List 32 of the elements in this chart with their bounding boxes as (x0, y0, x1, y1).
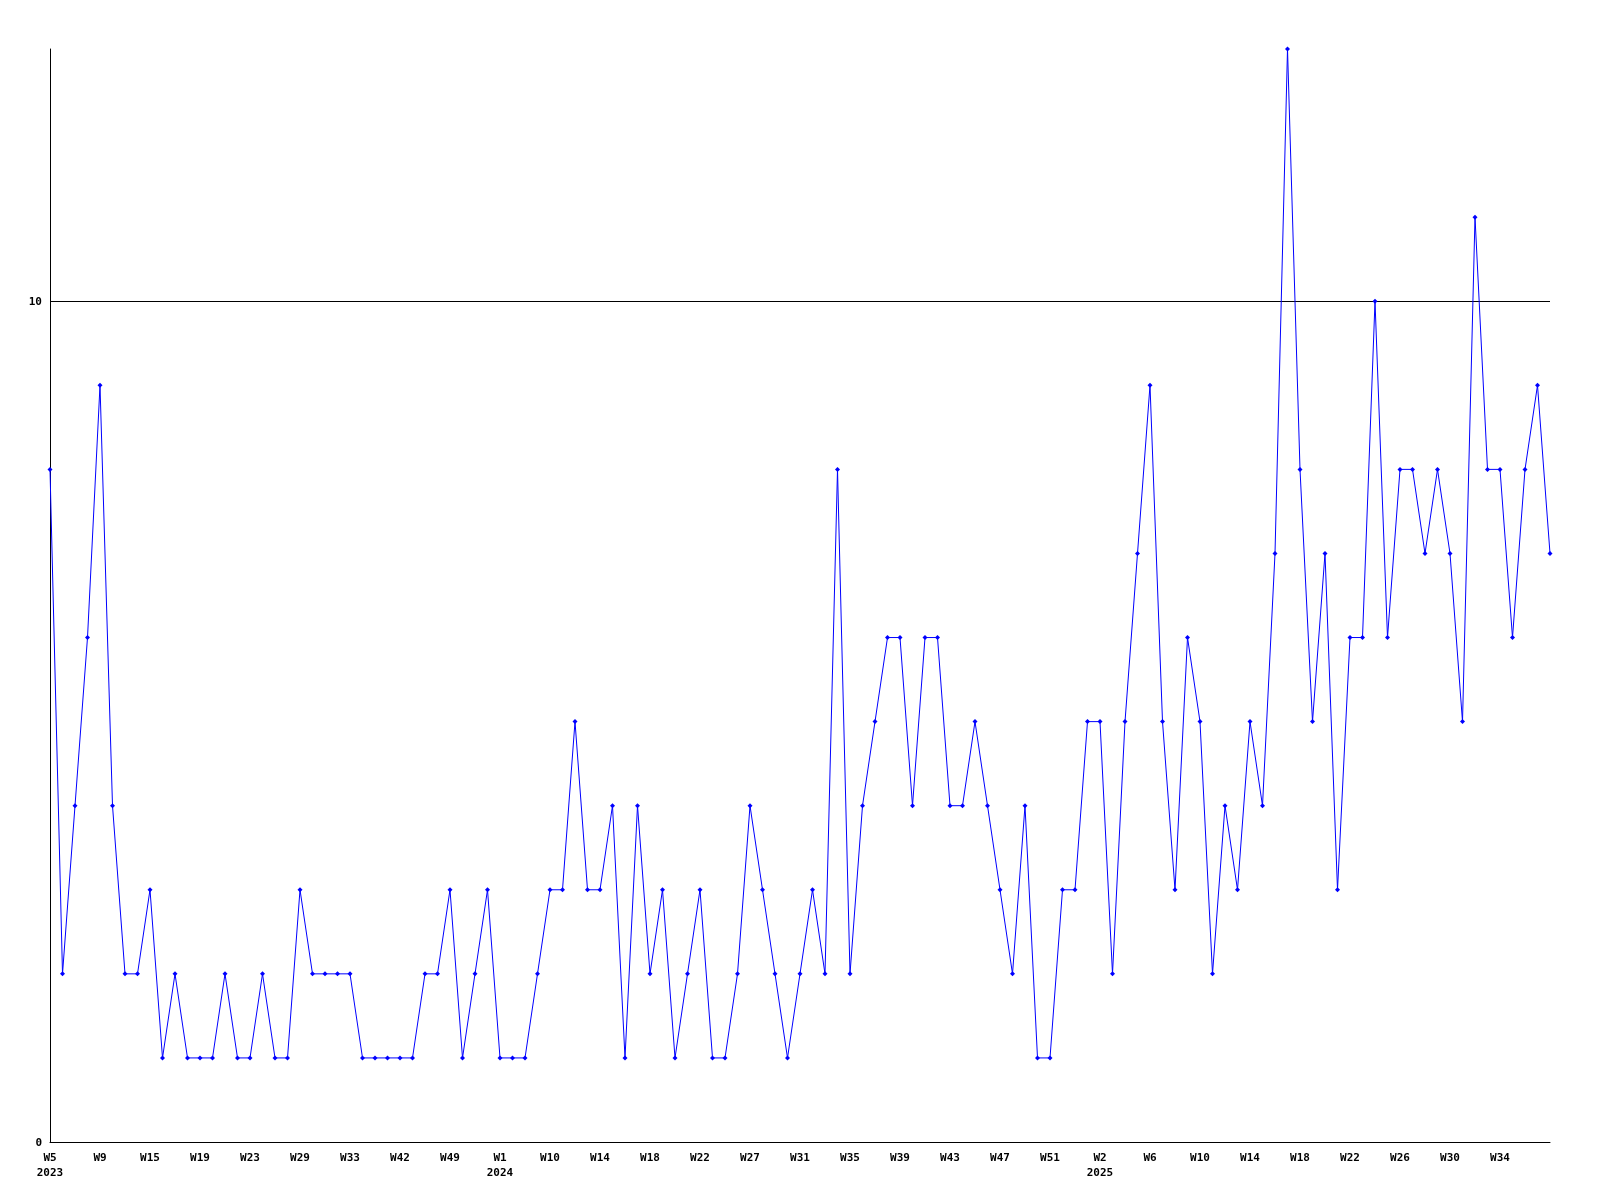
x-tick-label: W51 (1040, 1151, 1061, 1164)
x-tick-label: W15 (140, 1151, 160, 1164)
x-tick-label: W35 (840, 1151, 860, 1164)
x-tick-label: W22 (690, 1151, 710, 1164)
x-tick-label: W42 (390, 1151, 410, 1164)
x-tick-label: W30 (1440, 1151, 1460, 1164)
x-tick-label: W14 (1240, 1151, 1261, 1164)
x-tick-label: W26 (1390, 1151, 1411, 1164)
x-tick-label: W47 (990, 1151, 1010, 1164)
x-tick-label: W34 (1490, 1151, 1511, 1164)
x-tick-label: W23 (240, 1151, 260, 1164)
x-tick-label: W33 (340, 1151, 360, 1164)
x-tick-label: W2 2025 (1086, 1151, 1114, 1179)
x-tick-label: W5 2023 (36, 1151, 64, 1179)
x-tick-label: W49 (440, 1151, 460, 1164)
x-tick-label: W29 (290, 1151, 310, 1164)
x-tick-label: W39 (890, 1151, 910, 1164)
x-tick-label: W19 (190, 1151, 210, 1164)
x-tick-label: W18 (1290, 1151, 1310, 1164)
x-tick-label: W27 (740, 1151, 760, 1164)
x-tick-label: W10 (540, 1151, 560, 1164)
x-tick-label: W1 2024 (486, 1151, 514, 1179)
x-tick-label: W10 (1190, 1151, 1210, 1164)
x-tick-label: W6 (1143, 1151, 1157, 1164)
y-tick-label: 10 (28, 294, 42, 308)
x-tick-label: W18 (640, 1151, 660, 1164)
y-tick-label: 0 (35, 1135, 42, 1149)
x-tick-label: W14 (590, 1151, 611, 1164)
x-tick-label: W31 (790, 1151, 811, 1164)
x-tick-label: W22 (1340, 1151, 1360, 1164)
x-tick-label: W43 (940, 1151, 960, 1164)
x-tick-label: W9 (93, 1151, 107, 1164)
